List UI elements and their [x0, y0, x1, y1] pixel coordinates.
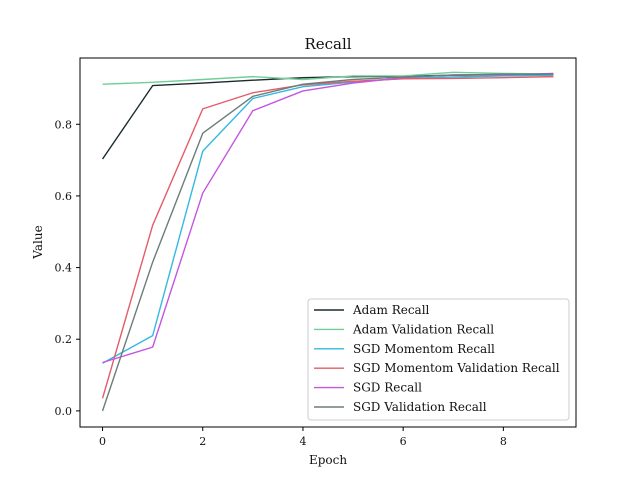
legend-label-sgd-momentom-validation-recall: SGD Momentom Validation Recall [353, 361, 560, 375]
legend-label-sgd-recall: SGD Recall [353, 381, 422, 395]
x-tick-label: 2 [199, 435, 206, 448]
x-tick-label: 8 [500, 435, 507, 448]
plot-area-frame [79, 57, 577, 428]
x-tick-label: 4 [299, 435, 306, 448]
y-tick-label: 0.4 [55, 262, 73, 275]
series-lines [101, 71, 554, 412]
legend-label-adam-validation-recall: Adam Validation Recall [352, 322, 494, 336]
x-axis-label: Epoch [309, 453, 347, 467]
y-tick-label: 0.6 [55, 190, 73, 203]
series-line-sgd-momentom-validation-recall [101, 75, 554, 399]
legend-box [307, 298, 570, 421]
legend-label-adam-recall: Adam Recall [352, 303, 430, 317]
series-line-adam-validation-recall [102, 71, 554, 85]
y-axis: 0.0 0.2 0.4 0.6 0.8 [55, 118, 80, 418]
chart-title: Recall [304, 35, 351, 53]
legend: Adam Recall Adam Validation Recall SGD Mom… [307, 298, 570, 421]
x-axis: 0 2 4 6 8 [99, 427, 507, 448]
legend-label-sgd-validation-recall: SGD Validation Recall [353, 400, 487, 414]
x-tick-label: 6 [400, 435, 407, 448]
y-tick-label: 0.8 [55, 118, 73, 131]
y-tick-label: 0.0 [55, 405, 73, 418]
series-line-sgd-momentom-recall [102, 74, 554, 364]
x-tick-label: 0 [99, 435, 106, 448]
y-axis-label: Value [31, 225, 45, 259]
series-line-sgd-validation-recall [101, 73, 554, 412]
y-tick-label: 0.2 [55, 333, 73, 346]
legend-label-sgd-momentom-recall: SGD Momentom Recall [353, 342, 495, 356]
